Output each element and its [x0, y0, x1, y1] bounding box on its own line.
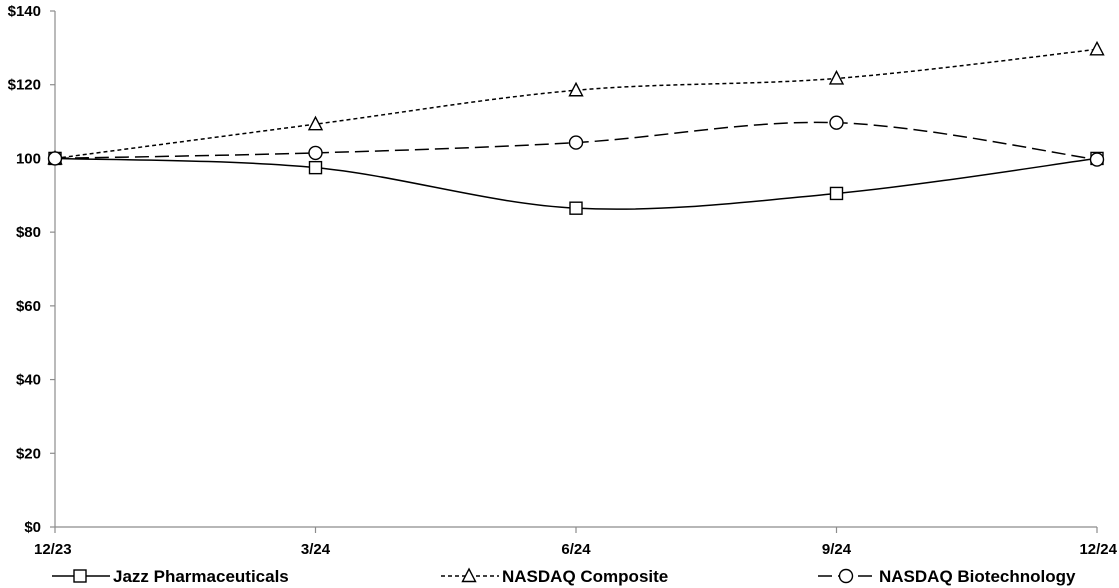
y-tick-label: $0 — [24, 519, 41, 536]
y-tick-label: 100 — [16, 150, 41, 167]
legend-marker-nasdaq-composite — [461, 567, 477, 583]
data-point-nasdaq-composite — [307, 115, 324, 131]
series-lines — [54, 48, 1098, 210]
x-tick-label: 6/24 — [561, 541, 591, 558]
y-tick-label: $120 — [8, 77, 41, 94]
y-tick-label: $20 — [16, 445, 41, 462]
x-tick-label: 9/24 — [822, 541, 852, 558]
data-point-jazz-pharmaceuticals — [829, 186, 844, 201]
x-tick-label: 12/24 — [1079, 541, 1117, 558]
data-point-nasdaq-biotechnology — [1089, 152, 1105, 167]
legend: Jazz Pharmaceuticals NASDAQ Composite NASD… — [52, 567, 1076, 586]
data-point-nasdaq-biotechnology — [308, 145, 323, 161]
legend-label-jazz-pharmaceuticals: Jazz Pharmaceuticals — [113, 567, 289, 586]
data-point-jazz-pharmaceuticals — [569, 201, 583, 215]
series-markers — [47, 40, 1105, 215]
x-tick-label: 3/24 — [301, 541, 331, 558]
data-point-jazz-pharmaceuticals — [308, 160, 323, 175]
x-tick-label: 12/23 — [34, 541, 72, 558]
y-tick-label: $40 — [16, 372, 41, 389]
legend-marker-nasdaq-biotechnology — [838, 568, 854, 584]
y-tick-label: $80 — [16, 224, 41, 241]
data-point-nasdaq-composite — [828, 69, 845, 85]
legend-label-nasdaq-biotechnology: NASDAQ Biotechnology — [879, 567, 1076, 586]
data-point-nasdaq-composite — [568, 81, 584, 97]
data-point-nasdaq-biotechnology — [829, 115, 844, 130]
data-point-nasdaq-biotechnology — [47, 151, 63, 166]
axes: $0 $20 $40 $60 $80 100 $120 $140 12/23 3/24 6/24 9/… — [8, 3, 1118, 558]
y-tick-label: $140 — [8, 3, 41, 20]
y-tick-label: $60 — [16, 298, 41, 315]
data-point-nasdaq-composite — [1089, 40, 1105, 56]
data-point-nasdaq-biotechnology — [568, 135, 584, 150]
legend-marker-jazz-pharmaceuticals — [73, 569, 87, 583]
legend-label-nasdaq-composite: NASDAQ Composite — [502, 567, 668, 586]
